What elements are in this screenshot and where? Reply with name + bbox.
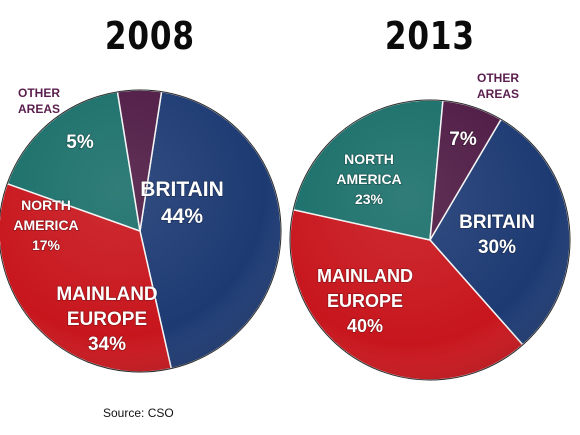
slice-label-britain: BRITAIN 44% bbox=[140, 178, 224, 228]
slice-label-other-areas: 7% bbox=[449, 129, 477, 150]
slice-label-britain: BRITAIN 30% bbox=[459, 212, 535, 258]
slice-label-mainland-europe: MAINLAND EUROPE 34% bbox=[56, 284, 157, 355]
pie-2008: BRITAIN 44% MAINLAND EUROPE 34% NORTH AMERICA 1… bbox=[0, 89, 282, 373]
chart-title-2008: 2008 bbox=[104, 14, 195, 58]
external-label-other-areas: OTHER AREAS bbox=[477, 71, 519, 101]
source-note: Source: CSO bbox=[103, 406, 174, 420]
chart-title-2013: 2013 bbox=[384, 14, 475, 58]
external-label-other-areas: OTHER AREAS bbox=[18, 86, 60, 116]
slice-label-north-america: NORTH AMERICA 23% bbox=[336, 151, 401, 207]
pie-2013: BRITAIN 30% MAINLAND EUROPE 40% NORTH AMERICA 2… bbox=[289, 99, 571, 381]
slice-label-mainland-europe: MAINLAND EUROPE 40% bbox=[317, 266, 413, 336]
slice-label-north-america: NORTH AMERICA 17% bbox=[13, 197, 78, 253]
pie-outline bbox=[289, 99, 571, 381]
pie-outline bbox=[0, 89, 282, 373]
slice-label-other-areas: 5% bbox=[66, 132, 94, 153]
